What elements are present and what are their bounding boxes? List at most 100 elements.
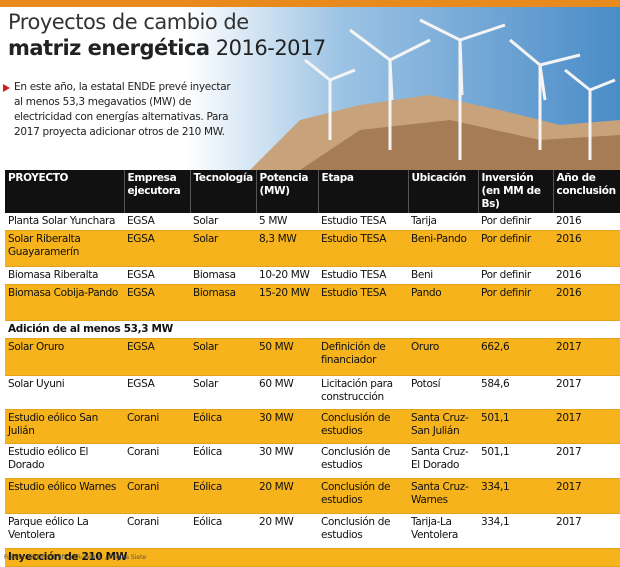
table-cell: Solar — [190, 338, 256, 376]
table-cell: Por definir — [478, 266, 553, 285]
table-cell: Eólica — [190, 443, 256, 479]
table-cell: EGSA — [124, 213, 190, 231]
table-cell: Conclusión de estudios — [318, 443, 408, 479]
column-header: Empresa ejecutora — [124, 170, 191, 213]
table-cell: Beni-Pando — [408, 230, 478, 267]
table-cell: 334,1 — [478, 478, 553, 514]
table-cell: Estudio eólico El Dorado — [5, 443, 124, 479]
table-cell: 584,6 — [478, 375, 553, 410]
table-cell: Corani — [124, 478, 190, 514]
table-row: Estudio eólico Warnes Corani Eólica 20 MW Co… — [5, 478, 620, 514]
table-cell: Estudio TESA — [318, 230, 408, 267]
table-cell: Beni — [408, 266, 478, 285]
section-row: Inyección de 210 MW — [5, 548, 620, 567]
section-label: Adición de al menos 53,3 MW — [5, 320, 620, 339]
table-cell: 30 MW — [256, 443, 318, 479]
table-cell: Estudio TESA — [318, 284, 408, 321]
column-header: Año de conclusión — [553, 170, 620, 213]
table-cell: Biomasa Riberalta — [5, 266, 124, 285]
table-cell: Planta Solar Yunchara — [5, 213, 124, 231]
table-cell: Santa Cruz-Warnes — [408, 478, 478, 514]
table-row: Biomasa Cobija-Pando EGSA Biomasa 15-20 MW E… — [5, 284, 620, 321]
table-cell: Licitación para construcción — [318, 375, 408, 410]
table-cell: 20 MW — [256, 478, 318, 514]
table-row: Biomasa Riberalta EGSA Biomasa 10-20 MW Estu… — [5, 266, 620, 285]
table-cell: Conclusión de estudios — [318, 478, 408, 514]
table-row: Solar Uyuni EGSA Solar 60 MW Licitación para… — [5, 375, 620, 410]
table-cell: 2017 — [553, 478, 620, 514]
table-cell: Conclusión de estudios — [318, 409, 408, 444]
table-cell: Estudio TESA — [318, 213, 408, 231]
column-header: Ubicación — [408, 170, 479, 213]
table-row: Estudio eólico San Julián Corani Eólica 30 … — [5, 409, 620, 444]
table-cell: Por definir — [478, 230, 553, 267]
footer: Fuente: ENDE / Gráfico: Rubén A. / Págin… — [4, 554, 147, 561]
table-cell: Tarija — [408, 213, 478, 231]
table-cell: 2017 — [553, 513, 620, 549]
table-cell: Solar — [190, 230, 256, 267]
table-cell: Corani — [124, 409, 190, 444]
table-cell: Oruro — [408, 338, 478, 376]
table-cell: Biomasa — [190, 284, 256, 321]
table-row: Solar Riberalta Guayaramerín EGSA Solar 8,3… — [5, 230, 620, 267]
table-cell: Parque eólico La Ventolera — [5, 513, 124, 549]
column-header: Etapa — [318, 170, 409, 213]
table-cell: 50 MW — [256, 338, 318, 376]
table-cell: Estudio TESA — [318, 266, 408, 285]
table-cell: EGSA — [124, 375, 190, 410]
table-cell: Tarija-La Ventolera — [408, 513, 478, 549]
title-bold: matriz energética — [8, 36, 210, 60]
column-header: Potencia (MW) — [256, 170, 319, 213]
table-cell: 334,1 — [478, 513, 553, 549]
table-cell: 10-20 MW — [256, 266, 318, 285]
table-cell: Santa Cruz-San Julián — [408, 409, 478, 444]
table-cell: Corani — [124, 443, 190, 479]
table-cell: Por definir — [478, 284, 553, 321]
table-cell: Corani — [124, 513, 190, 549]
title-years: 2016-2017 — [215, 36, 326, 60]
table-cell: 2017 — [553, 338, 620, 376]
table-cell: 20 MW — [256, 513, 318, 549]
table-cell: EGSA — [124, 284, 190, 321]
table-cell: Eólica — [190, 513, 256, 549]
table-cell: EGSA — [124, 266, 190, 285]
table-cell: 2016 — [553, 266, 620, 285]
table-cell: Por definir — [478, 213, 553, 231]
table-cell: Conclusión de estudios — [318, 513, 408, 549]
column-header: Tecnología — [190, 170, 257, 213]
section-row: Adición de al menos 53,3 MW — [5, 320, 620, 339]
table-cell: Pando — [408, 284, 478, 321]
table-cell: 60 MW — [256, 375, 318, 410]
table-cell: Eólica — [190, 409, 256, 444]
table-cell: Solar — [190, 213, 256, 231]
table-cell: Estudio eólico San Julián — [5, 409, 124, 444]
header-image — [0, 0, 620, 170]
table-cell: Biomasa Cobija-Pando — [5, 284, 124, 321]
table-cell: 2017 — [553, 409, 620, 444]
section-label: Inyección de 210 MW — [5, 548, 620, 567]
table-cell: Potosí — [408, 375, 478, 410]
table-cell: 8,3 MW — [256, 230, 318, 267]
table-cell: Estudio eólico Warnes — [5, 478, 124, 514]
table-row: Planta Solar Yunchara EGSA Solar 5 MW Estudi… — [5, 213, 620, 231]
table-cell: Solar — [190, 375, 256, 410]
title-line1: Proyectos de cambio de — [8, 10, 249, 34]
table-cell: 30 MW — [256, 409, 318, 444]
intro: En este año, la estatal ENDE prevé inyec… — [14, 81, 231, 138]
table-cell: Santa Cruz-El Dorado — [408, 443, 478, 479]
table-cell: 501,1 — [478, 443, 553, 479]
bullet — [3, 84, 10, 92]
table-cell: EGSA — [124, 230, 190, 267]
table-cell: 2016 — [553, 284, 620, 321]
table-cell: Definición de financiador — [318, 338, 408, 376]
table-cell: 2017 — [553, 443, 620, 479]
title-line2: matriz energética 2016-2017 — [8, 36, 326, 60]
table-cell: 2016 — [553, 230, 620, 267]
table-cell: Solar Oruro — [5, 338, 124, 376]
table-cell: Solar Riberalta Guayaramerín — [5, 230, 124, 267]
table-cell: Biomasa — [190, 266, 256, 285]
column-header: PROYECTO — [5, 170, 125, 213]
table-cell: 5 MW — [256, 213, 318, 231]
column-header: Inversión (en MM de Bs) — [478, 170, 554, 213]
